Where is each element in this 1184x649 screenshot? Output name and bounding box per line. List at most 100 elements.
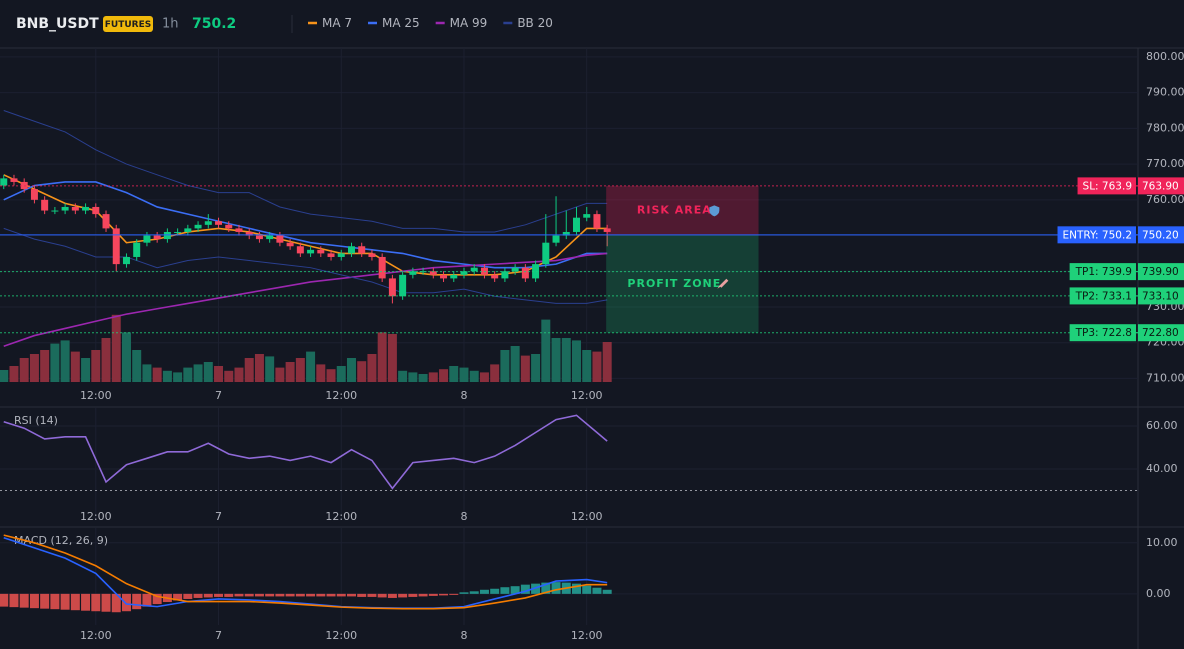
volume-bar [40, 350, 50, 382]
volume-bar [285, 362, 295, 382]
candle-body [276, 235, 284, 243]
candle-body [307, 249, 315, 254]
histogram-bar [490, 588, 500, 594]
histogram-bar [418, 593, 428, 597]
candle-body [255, 235, 263, 240]
zone-label: RISK AREA [637, 203, 712, 216]
level-label: TP2: 733.1 [1075, 290, 1132, 302]
histogram-bar [224, 593, 234, 597]
histogram-bar [357, 593, 367, 597]
volume-bar [275, 367, 285, 382]
last-price: 750.2 [192, 16, 236, 32]
y-tick-label: 800.00 [1146, 50, 1184, 63]
indicator-line [3, 534, 608, 610]
volume-bar [367, 354, 377, 382]
candle-body [409, 271, 417, 275]
histogram-bar [398, 593, 408, 598]
candle-body [143, 235, 151, 243]
x-tick-label: 12:00 [571, 629, 603, 642]
panel-title: RSI (14) [14, 414, 58, 427]
histogram-bar [316, 593, 326, 597]
histogram-bar [295, 593, 305, 597]
candle-body [532, 264, 540, 279]
candle-body [174, 231, 182, 233]
histogram-bar [121, 593, 131, 612]
histogram-bar [428, 593, 438, 596]
histogram-bar [469, 591, 479, 594]
price-label-bg [1138, 226, 1184, 244]
candle-body [337, 253, 345, 257]
candle-body [399, 274, 407, 297]
x-tick-label: 7 [215, 629, 222, 642]
candle-body [552, 235, 560, 243]
candle-body [470, 267, 478, 272]
candle-body [286, 242, 294, 247]
histogram-bar [275, 593, 285, 597]
volume-bar [459, 367, 469, 382]
volume-bar [336, 366, 346, 382]
candle-body [542, 242, 550, 265]
position-zone [606, 185, 759, 235]
volume-bar [377, 332, 387, 382]
volume-bar [142, 364, 152, 382]
histogram-bar [70, 593, 80, 611]
badge: FUTURES [105, 20, 151, 30]
volume-bar [551, 338, 561, 382]
candle-body [41, 199, 49, 211]
histogram-bar [101, 593, 111, 612]
histogram-bar [152, 593, 162, 605]
legend-label: BB 20 [517, 16, 553, 30]
volume-bar [193, 364, 203, 382]
y-tick-label: 780.00 [1146, 121, 1184, 134]
level-label-bg [1069, 263, 1136, 281]
histogram-bar [439, 593, 449, 596]
price-label-bg [1138, 287, 1184, 305]
x-tick-label: 7 [215, 510, 222, 523]
indicator-line [3, 414, 608, 490]
interval: 1h [162, 17, 179, 32]
histogram-bar [142, 593, 152, 607]
level-label-bg [1077, 177, 1136, 195]
candle-body [225, 224, 233, 229]
x-tick-label: 12:00 [325, 389, 357, 402]
candle-body [215, 221, 223, 225]
volume-bar [306, 351, 316, 382]
price-label-bg [1138, 263, 1184, 281]
histogram-bar [81, 593, 91, 611]
candle-body [460, 271, 468, 275]
histogram-bar [265, 593, 275, 597]
candle-body [0, 178, 8, 186]
histogram-bar [541, 582, 551, 594]
histogram-bar [387, 593, 397, 598]
legend-label: MA 25 [382, 16, 420, 30]
volume-bar [449, 366, 459, 382]
volume-bar [418, 374, 428, 382]
candle-body [317, 249, 325, 254]
histogram-bar [0, 593, 9, 607]
histogram-bar [459, 592, 469, 594]
volume-bar [490, 364, 500, 382]
candle-body [153, 235, 161, 240]
volume-bar [203, 362, 213, 382]
volume-bar [571, 340, 581, 382]
volume-bar [500, 350, 510, 382]
volume-bar [224, 370, 234, 382]
y-tick-label: 0.00 [1146, 587, 1171, 600]
candle-body [593, 214, 601, 229]
histogram-bar [29, 593, 39, 609]
x-tick-label: 7 [215, 389, 222, 402]
volume-bar [541, 319, 551, 382]
candle-body [419, 271, 427, 273]
volume-bar [173, 372, 183, 382]
y-tick-label: 760.00 [1146, 193, 1184, 206]
volume-bar [295, 358, 305, 382]
candle-body [204, 221, 212, 225]
candle-body [61, 206, 69, 211]
x-tick-label: 12:00 [571, 510, 603, 523]
y-tick-label: 60.00 [1146, 419, 1178, 432]
candle-body [71, 206, 79, 211]
candle-body [511, 267, 519, 272]
candle-body [450, 274, 458, 279]
histogram-bar [571, 583, 581, 594]
